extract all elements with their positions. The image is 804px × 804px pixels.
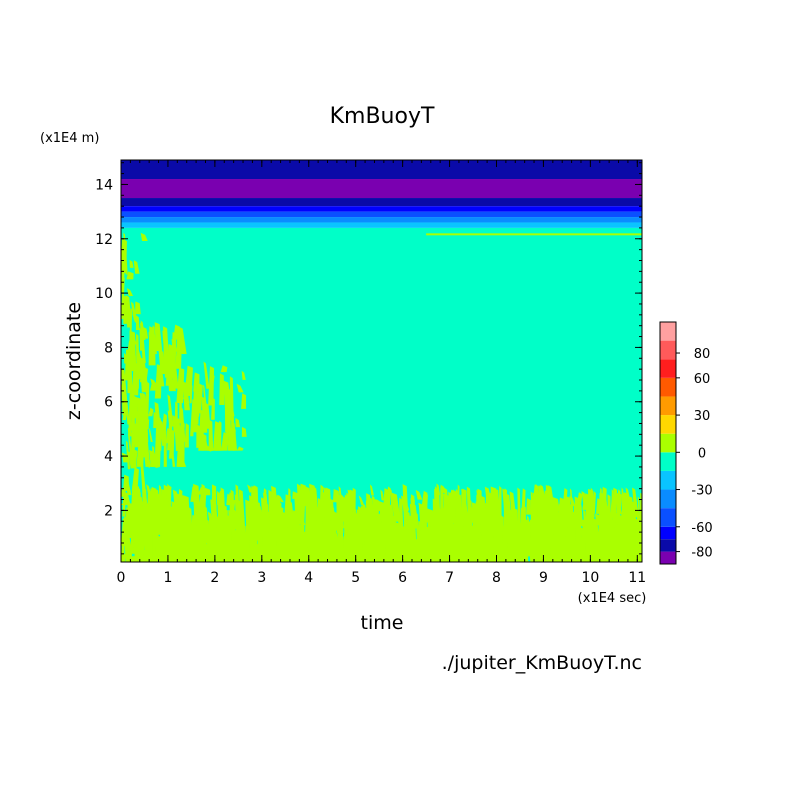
y-tick-label: 12 xyxy=(95,232,113,248)
colorbar-swatch xyxy=(660,340,676,360)
colorbar-swatch xyxy=(660,415,676,434)
y-tick-label: 10 xyxy=(95,286,113,302)
positive-base xyxy=(129,521,642,562)
y-tick-label: 2 xyxy=(104,503,113,519)
band-1 xyxy=(121,179,642,199)
colorbar-swatch xyxy=(660,359,676,378)
colorbar-tick-label: 30 xyxy=(694,409,711,424)
x-tick-label: 2 xyxy=(210,570,219,586)
colorbar-swatch xyxy=(660,377,676,397)
x-tick-label: 7 xyxy=(445,570,454,586)
band-3 xyxy=(121,206,642,212)
x-tick-label: 6 xyxy=(398,570,407,586)
band-6 xyxy=(121,222,642,228)
positive-region-2 xyxy=(182,361,247,452)
colorbar-swatch xyxy=(660,470,676,490)
x-tick-label: 5 xyxy=(351,570,360,586)
y-axis: 2 4 6 8 10 12 14 xyxy=(95,162,642,555)
y-unit-label: (x1E4 m) xyxy=(40,131,99,146)
x-tick-label: 3 xyxy=(257,570,266,586)
chart-title: KmBuoyT xyxy=(330,104,435,129)
x-tick-label: 10 xyxy=(581,570,599,586)
band-0 xyxy=(121,160,642,180)
band-2 xyxy=(121,198,642,207)
x-axis: 0 1 2 3 4 5 6 7 8 9 10 11 xyxy=(117,160,646,586)
colorbar-swatch xyxy=(660,508,676,527)
y-axis-label: z-coordinate xyxy=(63,302,85,420)
colorbar-tick-label: -80 xyxy=(691,546,712,561)
footer-filename: ./jupiter_KmBuoyT.nc xyxy=(442,652,642,674)
colorbar-swatch xyxy=(660,526,676,540)
colorbar-tick-label: 60 xyxy=(694,372,711,387)
colorbar: 80 60 30 0 -30 -60 -80 xyxy=(659,321,713,565)
colorbar-swatch xyxy=(660,539,676,552)
x-tick-label: 11 xyxy=(628,570,646,586)
band-5 xyxy=(121,217,642,223)
colorbar-swatch xyxy=(660,433,676,453)
colorbar-swatch xyxy=(660,322,676,341)
x-tick-label: 8 xyxy=(492,570,501,586)
upper-streak xyxy=(426,233,642,236)
plot-frame xyxy=(120,159,643,563)
y-tick-label: 4 xyxy=(104,449,113,465)
colorbar-tick-label: 80 xyxy=(694,347,711,362)
plot-area xyxy=(121,160,642,562)
x-axis-label: time xyxy=(361,612,404,634)
colorbar-swatch xyxy=(660,551,676,564)
x-tick-label: 1 xyxy=(163,570,172,586)
y-tick-label: 14 xyxy=(95,177,113,193)
y-tick-label: 6 xyxy=(104,395,113,411)
x-tick-label: 4 xyxy=(304,570,313,586)
x-unit-label: (x1E4 sec) xyxy=(578,591,647,606)
colorbar-swatch xyxy=(660,489,676,509)
colorbar-tick-label: -30 xyxy=(691,484,712,499)
positive-region-1 xyxy=(134,322,187,468)
x-tick-label: 0 xyxy=(117,570,126,586)
colorbar-tick-label: -60 xyxy=(691,521,712,536)
y-tick-label: 8 xyxy=(104,340,113,356)
band-4 xyxy=(121,211,642,218)
colorbar-swatch xyxy=(660,452,676,471)
colorbar-tick-label: 0 xyxy=(698,446,706,461)
x-tick-label: 9 xyxy=(539,570,548,586)
colorbar-swatch xyxy=(660,396,676,416)
